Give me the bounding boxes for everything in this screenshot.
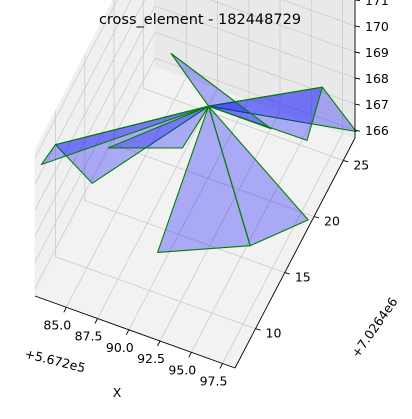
z-tick-mark bbox=[355, 0, 360, 1]
y-tick-label: 10 bbox=[266, 326, 282, 341]
y-tick-mark bbox=[285, 273, 290, 275]
x-tick-mark bbox=[64, 307, 67, 312]
chart-title: cross_element - 182448729 bbox=[99, 12, 301, 28]
z-tick-label: 168 bbox=[365, 71, 389, 86]
x-offset-label: +5.672e5 bbox=[23, 346, 87, 376]
y-tick-mark bbox=[256, 329, 261, 331]
x-tick-mark bbox=[189, 352, 192, 357]
z-tick-label: 167 bbox=[365, 97, 389, 112]
y-tick-label: 15 bbox=[295, 270, 311, 285]
z-tick-label: 170 bbox=[365, 19, 389, 34]
z-tick-mark bbox=[355, 104, 360, 105]
x-tick-label: 85.0 bbox=[43, 317, 71, 332]
y-tick-mark bbox=[343, 160, 348, 162]
x-tick-label: 92.5 bbox=[137, 351, 165, 366]
z-tick-mark bbox=[355, 26, 360, 27]
x-tick-label: 95.0 bbox=[168, 362, 196, 377]
z-tick-mark bbox=[355, 52, 360, 53]
x-axis-label: X bbox=[113, 385, 122, 400]
x-tick-mark bbox=[95, 319, 98, 324]
x-tick-mark bbox=[126, 330, 129, 335]
z-tick-label: 171 bbox=[365, 0, 389, 8]
x-tick-label: 87.5 bbox=[75, 329, 103, 344]
y-tick-label: 20 bbox=[324, 214, 340, 229]
y-tick-mark bbox=[314, 217, 319, 219]
x-tick-label: 97.5 bbox=[200, 374, 228, 389]
y-offset-label: +7.0264e6 bbox=[348, 294, 400, 360]
x-tick-label: 90.0 bbox=[106, 340, 134, 355]
x-tick-mark bbox=[158, 341, 161, 346]
x-tick-mark bbox=[220, 364, 223, 369]
z-tick-mark bbox=[355, 78, 360, 79]
z-tick-label: 166 bbox=[365, 123, 389, 138]
y-tick-label: 25 bbox=[353, 157, 369, 172]
z-tick-label: 169 bbox=[365, 45, 389, 60]
